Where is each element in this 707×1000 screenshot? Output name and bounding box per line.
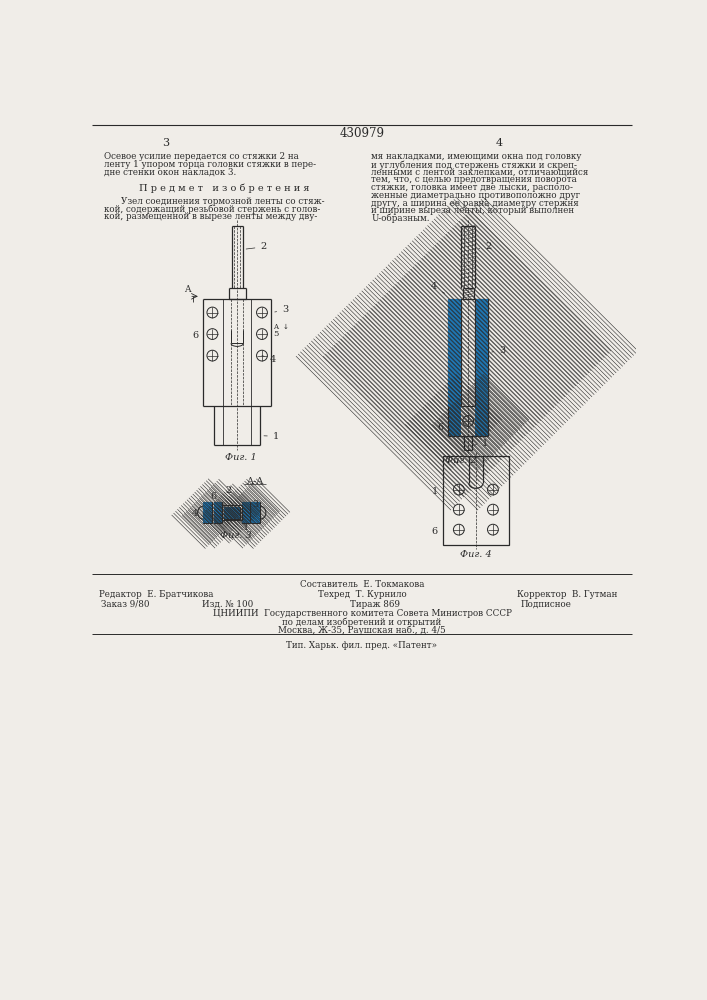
- Text: A-A: A-A: [246, 477, 264, 486]
- Text: Осевое усилие передается со стяжки 2 на: Осевое усилие передается со стяжки 2 на: [104, 152, 299, 161]
- Circle shape: [488, 484, 498, 495]
- Bar: [224, 507, 240, 519]
- Bar: [222, 505, 242, 520]
- Text: ленту 1 упором торца головки стяжки в пере-: ленту 1 упором торца головки стяжки в пе…: [104, 160, 316, 169]
- Text: по делам изобретений и открытий: по делам изобретений и открытий: [282, 617, 442, 627]
- Circle shape: [207, 329, 218, 339]
- Text: 3: 3: [492, 346, 506, 355]
- Bar: [251, 502, 260, 523]
- Text: ленными с лентой заклепками, отличающийся: ленными с лентой заклепками, отличающийс…: [371, 168, 589, 177]
- Text: Узел соединения тормозной ленты со стяж-: Узел соединения тормозной ленты со стяж-: [110, 197, 325, 206]
- Text: Изд. № 100: Изд. № 100: [202, 600, 254, 609]
- Bar: [251, 502, 260, 523]
- Text: ЦНИИПИ  Государственного комитета Совета Министров СССР: ЦНИИПИ Государственного комитета Совета …: [213, 609, 511, 618]
- Bar: [475, 299, 489, 406]
- Circle shape: [453, 504, 464, 515]
- Text: 6: 6: [432, 527, 438, 536]
- Text: и углубления под стержень стяжки и скреп-: и углубления под стержень стяжки и скреп…: [371, 160, 577, 170]
- Text: Подписное: Подписное: [520, 600, 571, 609]
- Text: 2: 2: [479, 242, 491, 251]
- Bar: [448, 299, 461, 406]
- Circle shape: [257, 329, 267, 339]
- Text: Москва, Ж-35, Раушская наб., д. 4/5: Москва, Ж-35, Раушская наб., д. 4/5: [278, 626, 445, 635]
- Text: U-образным.: U-образным.: [371, 214, 430, 223]
- Bar: [448, 406, 461, 436]
- Text: 4: 4: [262, 355, 276, 364]
- Circle shape: [462, 416, 474, 426]
- Bar: [448, 299, 461, 406]
- Text: 6: 6: [211, 492, 217, 501]
- Bar: [214, 502, 222, 523]
- Text: 5: 5: [273, 330, 278, 338]
- Text: Редактор  Е. Братчикова: Редактор Е. Братчикова: [99, 590, 214, 599]
- Text: дне стенки окон накладок 3.: дне стенки окон накладок 3.: [104, 168, 236, 177]
- Text: тем, что, с целью предотвращения поворота: тем, что, с целью предотвращения поворот…: [371, 175, 577, 184]
- Bar: [443, 456, 509, 545]
- Text: 1: 1: [264, 432, 279, 441]
- Text: Составитель  Е. Токмакова: Составитель Е. Токмакова: [300, 580, 424, 589]
- Text: A: A: [185, 285, 191, 294]
- Text: Тип. Харьк. фил. пред. «Патент»: Тип. Харьк. фил. пред. «Патент»: [286, 641, 438, 650]
- Text: 6: 6: [437, 423, 443, 432]
- Bar: [475, 406, 489, 436]
- Bar: [469, 455, 482, 456]
- Text: Техред  Т. Курнило: Техред Т. Курнило: [317, 590, 407, 599]
- Text: другу, а ширина ее равна диаметру стержня: другу, а ширина ее равна диаметру стержн…: [371, 199, 579, 208]
- Text: 2: 2: [246, 242, 267, 251]
- Text: A: A: [273, 323, 278, 331]
- Text: 4: 4: [192, 509, 199, 518]
- Text: 2: 2: [226, 486, 232, 503]
- Text: 430979: 430979: [339, 127, 385, 140]
- Circle shape: [207, 350, 218, 361]
- Text: 1: 1: [432, 487, 438, 496]
- Text: 3: 3: [163, 138, 170, 148]
- Text: Заказ 9/80: Заказ 9/80: [101, 600, 150, 609]
- Text: П р е д м е т   и з о б р е т е н и я: П р е д м е т и з о б р е т е н и я: [139, 183, 309, 193]
- Circle shape: [257, 307, 267, 318]
- Text: 1: 1: [243, 523, 249, 532]
- Bar: [224, 507, 240, 519]
- Text: стяжки, головка имеет две лыски, располо-: стяжки, головка имеет две лыски, располо…: [371, 183, 573, 192]
- Text: Фиг. 4: Фиг. 4: [460, 550, 492, 559]
- Circle shape: [488, 504, 498, 515]
- Circle shape: [453, 484, 464, 495]
- Text: 6: 6: [192, 331, 199, 340]
- Text: 4: 4: [431, 282, 445, 293]
- Bar: [214, 502, 222, 523]
- Text: мя накладками, имеющими окна под головку: мя накладками, имеющими окна под головку: [371, 152, 582, 161]
- Text: женные диаметрально противоположно друг: женные диаметрально противоположно друг: [371, 191, 580, 200]
- Text: Корректор  В. Гутман: Корректор В. Гутман: [517, 590, 617, 599]
- Bar: [242, 502, 250, 523]
- Text: ↓: ↓: [282, 324, 288, 330]
- Text: кой, содержащий резьбовой стержень с голов-: кой, содержащий резьбовой стержень с гол…: [104, 205, 320, 214]
- Text: Фиг. 3: Фиг. 3: [220, 531, 252, 540]
- Text: 3: 3: [275, 306, 288, 314]
- Text: Фиг. 2: Фиг. 2: [445, 456, 477, 465]
- Text: Тираж 869: Тираж 869: [350, 600, 400, 609]
- Text: 3: 3: [252, 500, 259, 509]
- Text: кой, размещенной в вырезе ленты между дву-: кой, размещенной в вырезе ленты между дв…: [104, 212, 317, 221]
- Text: Фиг. 1: Фиг. 1: [225, 453, 257, 462]
- Circle shape: [488, 524, 498, 535]
- Circle shape: [207, 307, 218, 318]
- Bar: [203, 502, 212, 523]
- Text: 1: 1: [476, 439, 489, 448]
- Text: 4: 4: [496, 138, 503, 148]
- Circle shape: [453, 524, 464, 535]
- Text: и ширине выреза ленты, который выполнен: и ширине выреза ленты, который выполнен: [371, 206, 574, 215]
- Bar: [475, 299, 489, 406]
- Bar: [242, 502, 250, 523]
- Bar: [203, 502, 212, 523]
- Circle shape: [257, 350, 267, 361]
